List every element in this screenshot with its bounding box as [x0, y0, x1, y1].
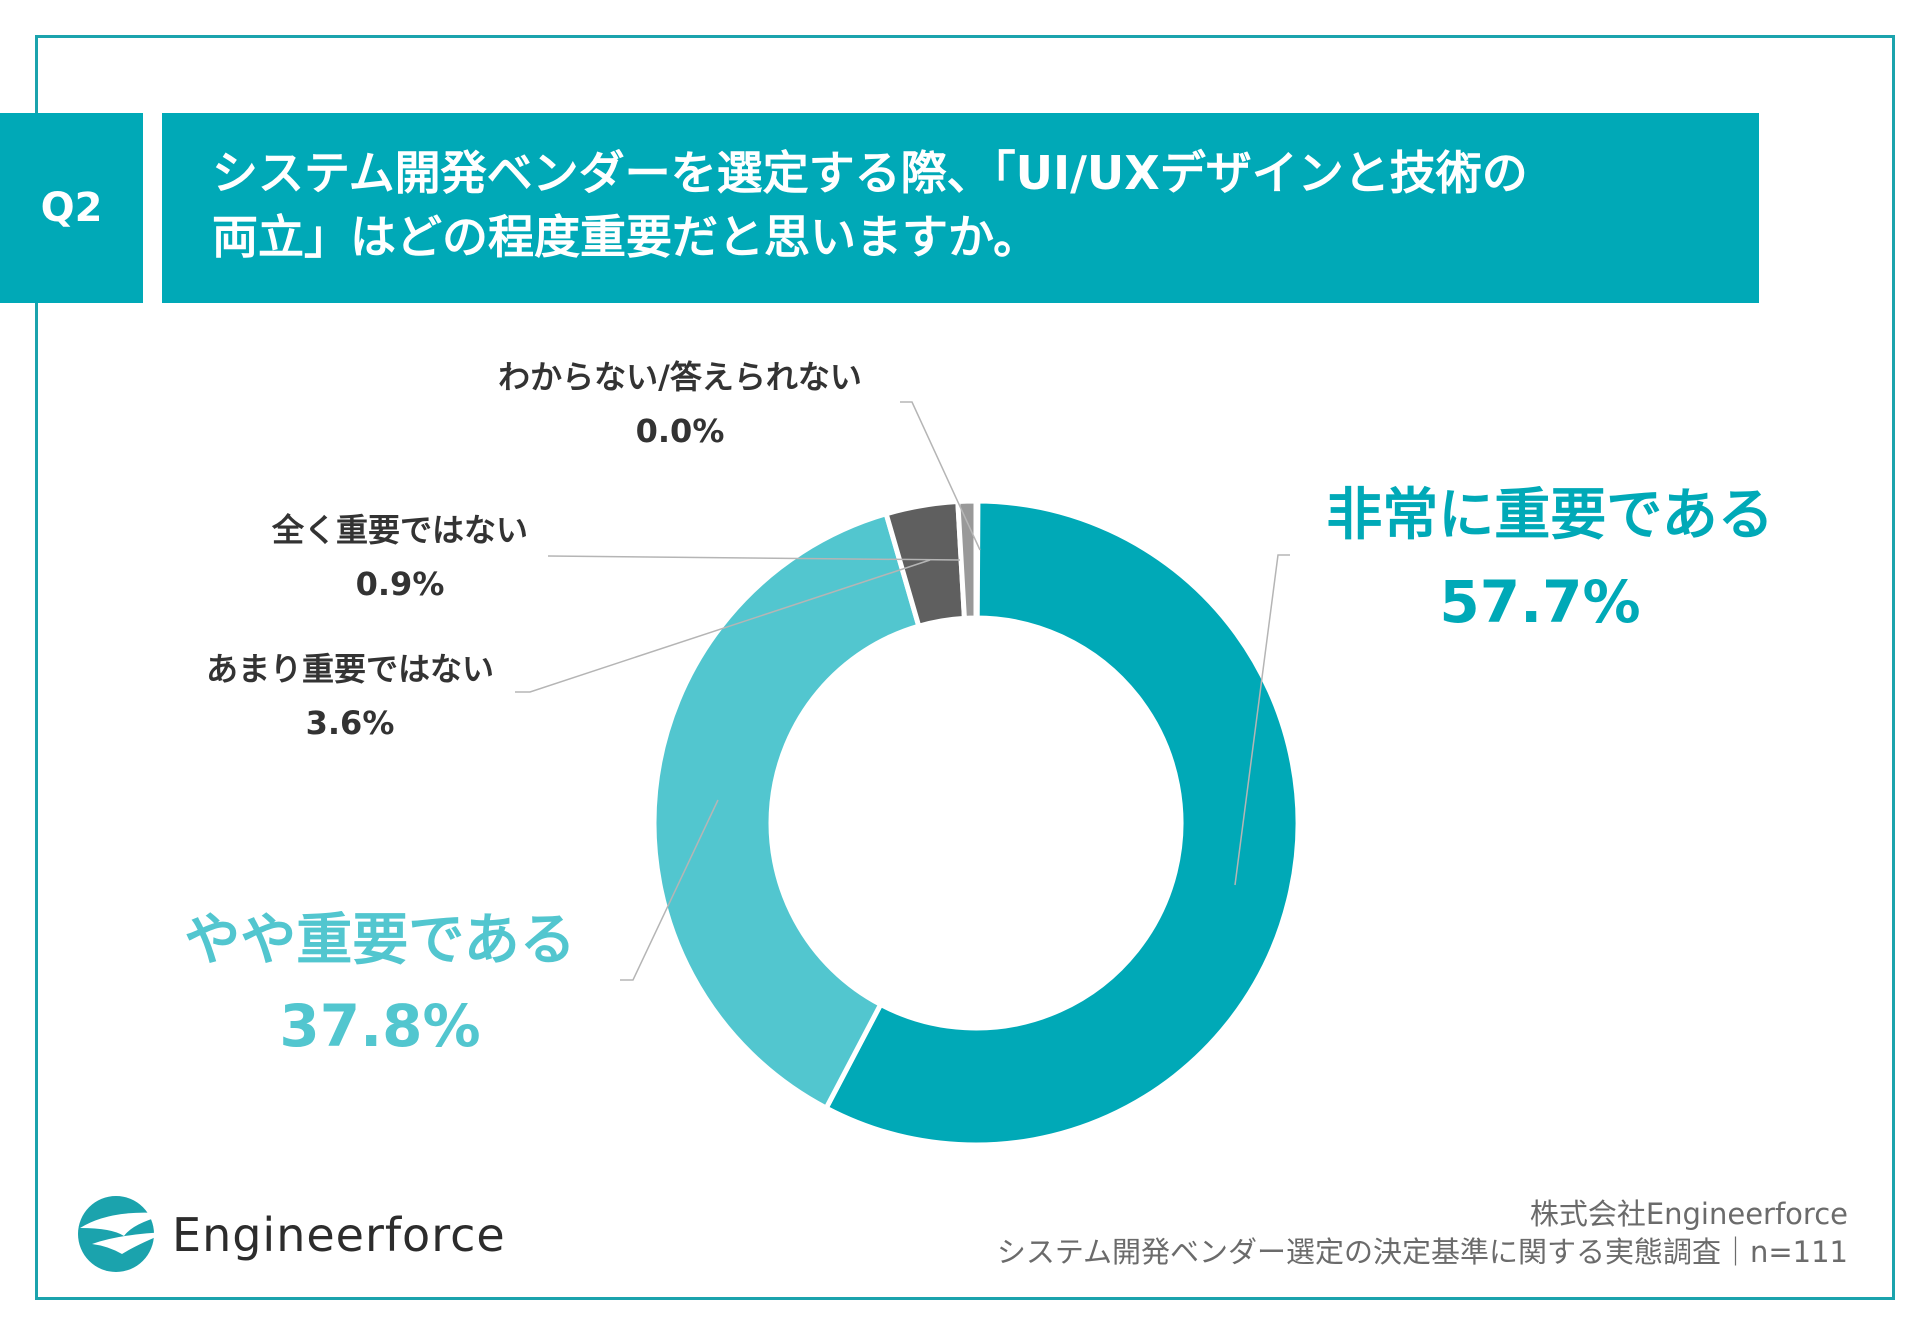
label-cat-2: やや重要である — [184, 908, 576, 973]
leader-line-2 — [620, 799, 719, 981]
label-cat-1: 非常に重要である — [1326, 483, 1774, 548]
outer-frame — [35, 35, 1895, 1300]
leader-line-3 — [515, 559, 931, 693]
label-cat-5: わからない/答えられない — [498, 358, 862, 396]
value-cat-3: 3.6% — [305, 704, 395, 742]
source-note: 株式会社Engineerforce システム開発ベンダー選定の決定基準に関する実… — [997, 1195, 1848, 1271]
engineerforce-logo-icon — [78, 1196, 170, 1272]
slice-5 — [973, 498, 981, 621]
question-number: Q2 — [0, 113, 143, 303]
brand-name: Engineerforce — [172, 1208, 506, 1262]
value-cat-2: 37.8% — [279, 992, 481, 1060]
slice-1 — [822, 498, 1301, 1148]
value-cat-4: 0.9% — [355, 565, 445, 603]
leader-line-1 — [1234, 554, 1290, 886]
value-cat-1: 57.7% — [1439, 568, 1641, 636]
company-name: 株式会社Engineerforce — [1529, 1197, 1848, 1231]
leader-line-5 — [900, 401, 981, 551]
slice-2 — [651, 510, 922, 1112]
label-cat-4: 全く重要ではない — [271, 511, 528, 549]
question-title: システム開発ベンダーを選定する際、「UI/UXデザインと技術の 両立」はどの程度… — [162, 113, 1759, 303]
label-cat-3: あまり重要ではない — [205, 650, 494, 688]
survey-info: システム開発ベンダー選定の決定基準に関する実態調査｜n=111 — [996, 1235, 1848, 1269]
value-cat-5: 0.0% — [635, 412, 725, 450]
leader-line-4 — [547, 555, 961, 561]
